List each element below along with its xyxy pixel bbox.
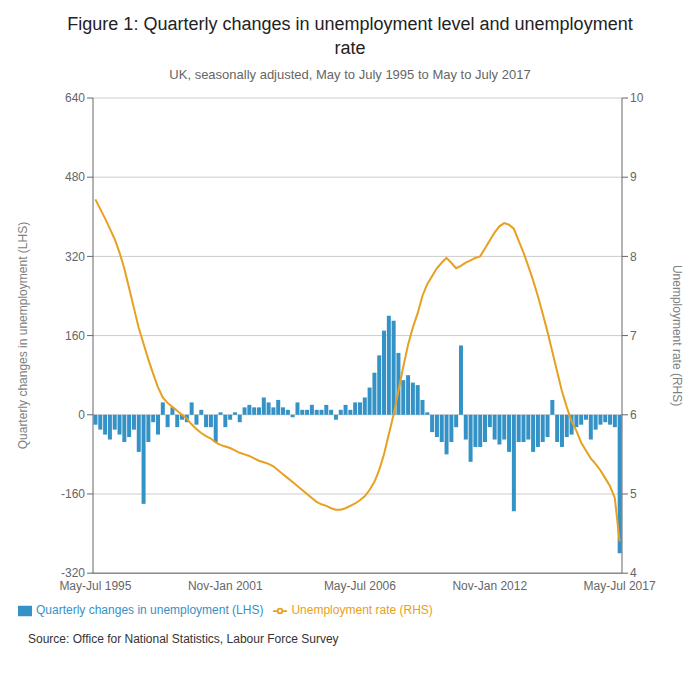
html-text:rate: rate — [334, 38, 366, 59]
html-text:Quarterly changes in unemploym: Quarterly changes in unemployment (LHS) — [36, 602, 264, 617]
svg-text:May-Jul 2006: May-Jul 2006 — [324, 578, 396, 592]
html-text:Figure 1: Quarterly changes in: Figure 1: Quarterly changes in unemploym… — [67, 14, 633, 34]
html-text:Unemployment rate (RHS): Unemployment rate (RHS) — [291, 602, 433, 617]
svg-text:8: 8 — [630, 249, 637, 263]
svg-text:640: 640 — [65, 91, 85, 105]
svg-text:9: 9 — [630, 170, 637, 184]
svg-text:320: 320 — [65, 249, 85, 263]
svg-text:480: 480 — [65, 170, 85, 184]
svg-text:7: 7 — [630, 328, 637, 342]
svg-text:Unemployment rate (RHS): Unemployment rate (RHS) — [670, 264, 684, 405]
svg-text:0: 0 — [78, 408, 85, 422]
svg-text:160: 160 — [65, 328, 85, 342]
svg-text:-160: -160 — [61, 487, 85, 501]
html-text:Source: Office for National St: Source: Office for National Statistics, … — [28, 631, 339, 646]
svg-text:Nov-Jan 2001: Nov-Jan 2001 — [188, 578, 263, 592]
svg-text:-320: -320 — [61, 566, 85, 580]
svg-text:May-Jul 2017: May-Jul 2017 — [584, 578, 656, 592]
svg-text:5: 5 — [630, 487, 637, 501]
svg-text:4: 4 — [630, 566, 637, 580]
html-text:UK, seasonally adjusted, May t: UK, seasonally adjusted, May to July 199… — [169, 66, 531, 82]
svg-text:May-Jul 1995: May-Jul 1995 — [59, 578, 131, 592]
svg-text:10: 10 — [630, 91, 644, 105]
svg-text:Quarterly changes in unemploym: Quarterly changes in unemployment (LHS) — [16, 221, 30, 448]
svg-text:Nov-Jan 2012: Nov-Jan 2012 — [452, 578, 527, 592]
svg-text:6: 6 — [630, 408, 637, 422]
